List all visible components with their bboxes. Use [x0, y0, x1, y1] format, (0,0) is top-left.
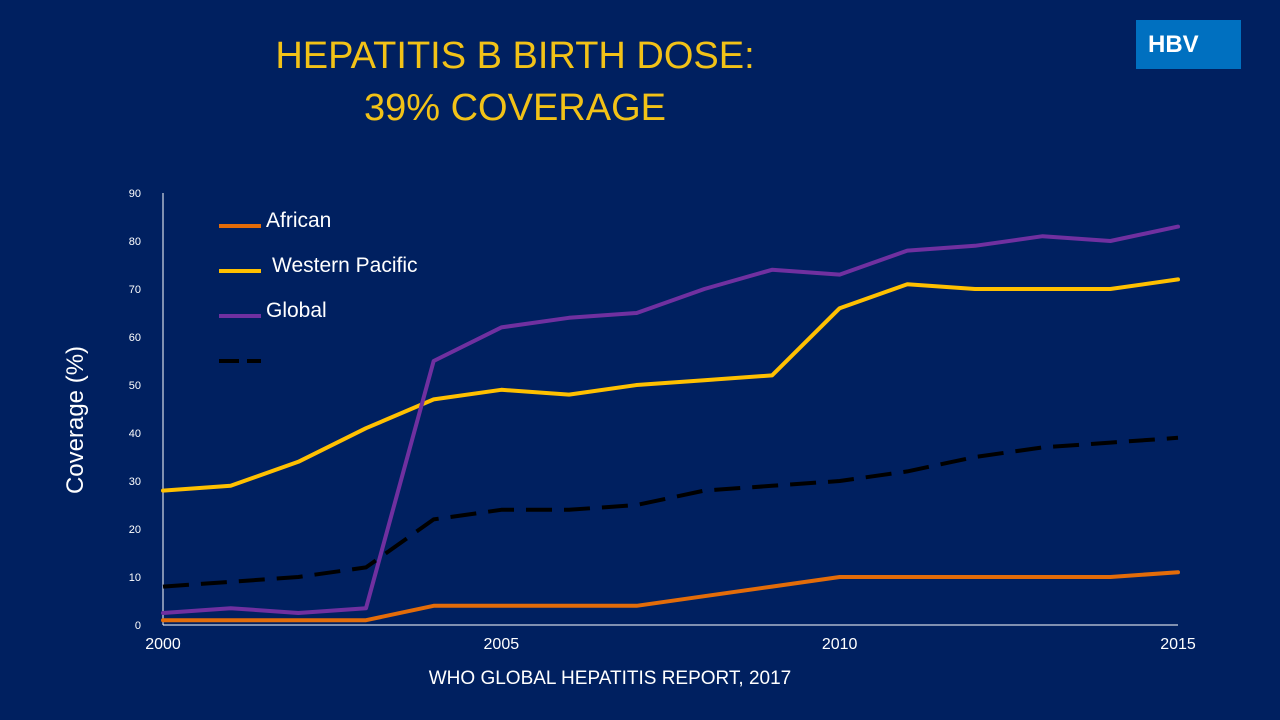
- series-line-african: [161, 570, 1180, 623]
- title-line-2: 39% COVERAGE: [364, 87, 666, 129]
- x-tick-label: 2010: [822, 636, 858, 653]
- y-tick-label: 0: [135, 620, 141, 632]
- hbv-badge: HBV: [1136, 20, 1241, 69]
- series-line-western-pacific: [161, 277, 1180, 493]
- x-tick-label: 2005: [484, 636, 520, 653]
- legend-label: African: [266, 209, 331, 232]
- y-tick-label: 20: [129, 524, 141, 536]
- y-tick-label: 50: [129, 380, 141, 392]
- series-line-dashed: [162, 435, 1179, 589]
- title-line-1: HEPATITIS B BIRTH DOSE:: [275, 35, 755, 77]
- y-tick-label: 70: [129, 284, 141, 296]
- x-tick-label: 2000: [145, 636, 181, 653]
- slide-title: HEPATITIS B BIRTH DOSE: 39% COVERAGE: [200, 30, 830, 134]
- legend-label: Global: [266, 299, 327, 322]
- y-tick-label: 40: [129, 428, 141, 440]
- y-tick-label: 60: [129, 332, 141, 344]
- source-citation: WHO GLOBAL HEPATITIS REPORT, 2017: [428, 668, 792, 689]
- y-tick-label: 30: [129, 476, 141, 488]
- y-tick-label: 90: [129, 188, 141, 200]
- legend-label: Western Pacific: [272, 254, 418, 277]
- series-line-global: [161, 224, 1180, 615]
- x-tick-label: 2015: [1160, 636, 1196, 653]
- y-tick-label: 80: [129, 236, 141, 248]
- y-tick-label: 10: [129, 572, 141, 584]
